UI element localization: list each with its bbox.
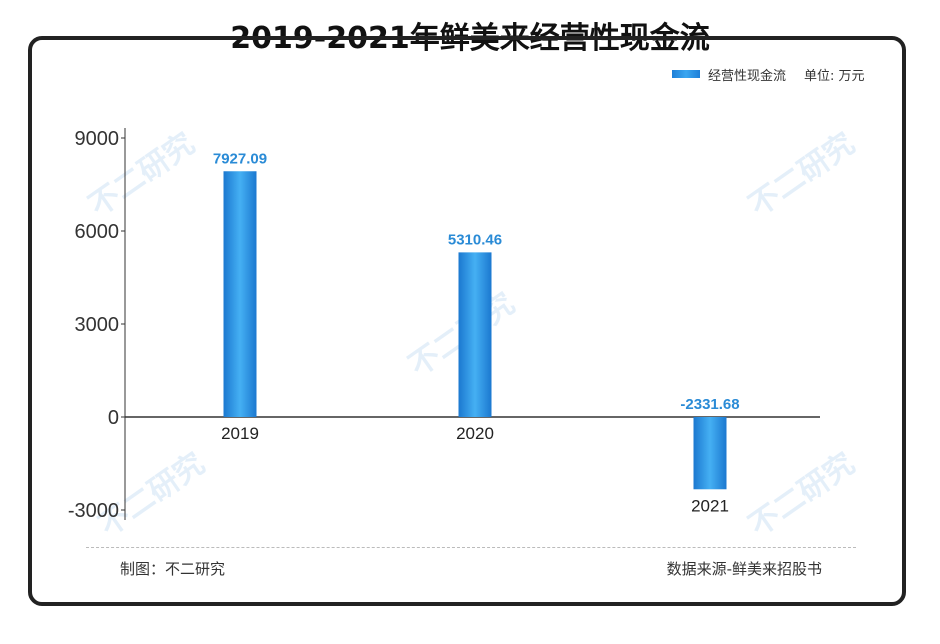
y-tick-label: 0	[108, 407, 119, 429]
data-label: -2331.68	[680, 396, 739, 413]
x-tick-label: 2019	[221, 424, 259, 443]
footer-divider	[86, 547, 856, 548]
bar	[693, 417, 727, 490]
data-label: 7927.09	[213, 150, 267, 167]
legend-label: 经营性现金流	[708, 68, 787, 84]
bar	[223, 171, 257, 417]
x-tick-label: 2020	[456, 424, 494, 443]
x-tick-label: 2021	[691, 496, 729, 515]
y-tick-label: -3000	[68, 500, 119, 522]
legend-swatch	[672, 70, 700, 78]
data-source: 数据来源-鲜美来招股书	[666, 560, 822, 578]
bar	[458, 252, 492, 417]
y-tick-label: 9000	[75, 128, 120, 150]
y-tick-label: 3000	[75, 314, 120, 336]
y-tick-label: 6000	[75, 221, 120, 243]
data-label: 5310.46	[448, 231, 502, 248]
chart-frame	[28, 36, 906, 606]
chart-credit: 制图：不二研究	[120, 560, 226, 578]
legend: 经营性现金流 单位: 万元	[672, 64, 865, 84]
unit-label: 单位: 万元	[804, 68, 865, 84]
